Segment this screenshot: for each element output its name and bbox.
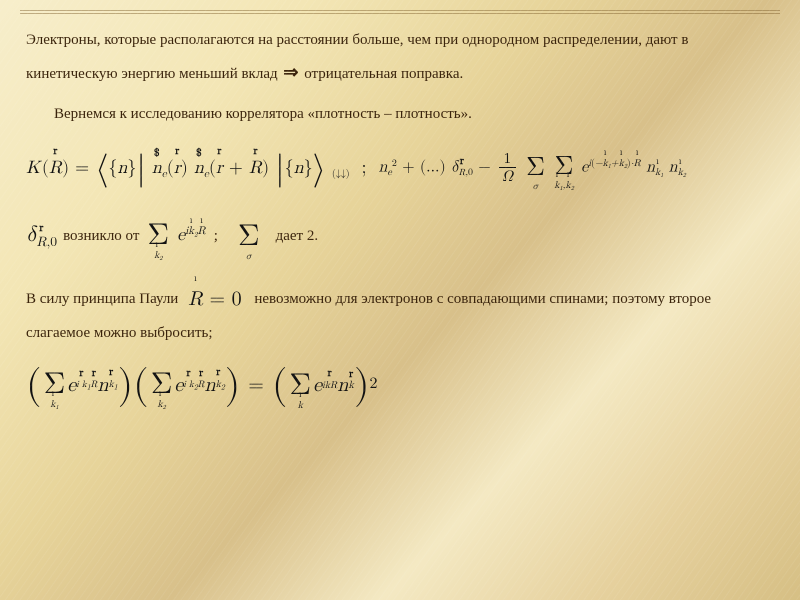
paragraph-2: Вернемся к исследованию коррелятора «пло… bbox=[26, 100, 774, 129]
paragraph-1: Электроны, которые располагаются на расс… bbox=[26, 26, 774, 90]
implies-icon: ⇒ bbox=[281, 62, 300, 82]
arose-from: возникло от bbox=[63, 222, 139, 251]
slide: Электроны, которые располагаются на расс… bbox=[0, 0, 800, 600]
gives-2: дает 2. bbox=[276, 222, 319, 251]
equation-1: K (R) = ⟨{n}| ne(r) ne(r + R) |{n}⟩ (↓↓)… bbox=[26, 144, 774, 192]
delta-r0: δR,0 bbox=[26, 222, 57, 251]
r-eq-0: R = 0 bbox=[188, 289, 248, 309]
semicolon: ; bbox=[214, 222, 218, 251]
top-rule bbox=[20, 10, 780, 14]
equation-2-line: δR,0 возникло от Σk2 eik2R ; Σσ дает 2. bbox=[26, 210, 774, 262]
paragraph-3a: В силу принципа Паули bbox=[26, 291, 182, 307]
equation-4: ( Σk1 ei k1R nk1 ) ( Σk2 ei k2R nk2 ) = … bbox=[26, 359, 774, 411]
paragraph-1b: отрицательная поправка. bbox=[304, 66, 463, 82]
paragraph-3: В силу принципа Паули R = 0 невозможно д… bbox=[26, 280, 774, 348]
